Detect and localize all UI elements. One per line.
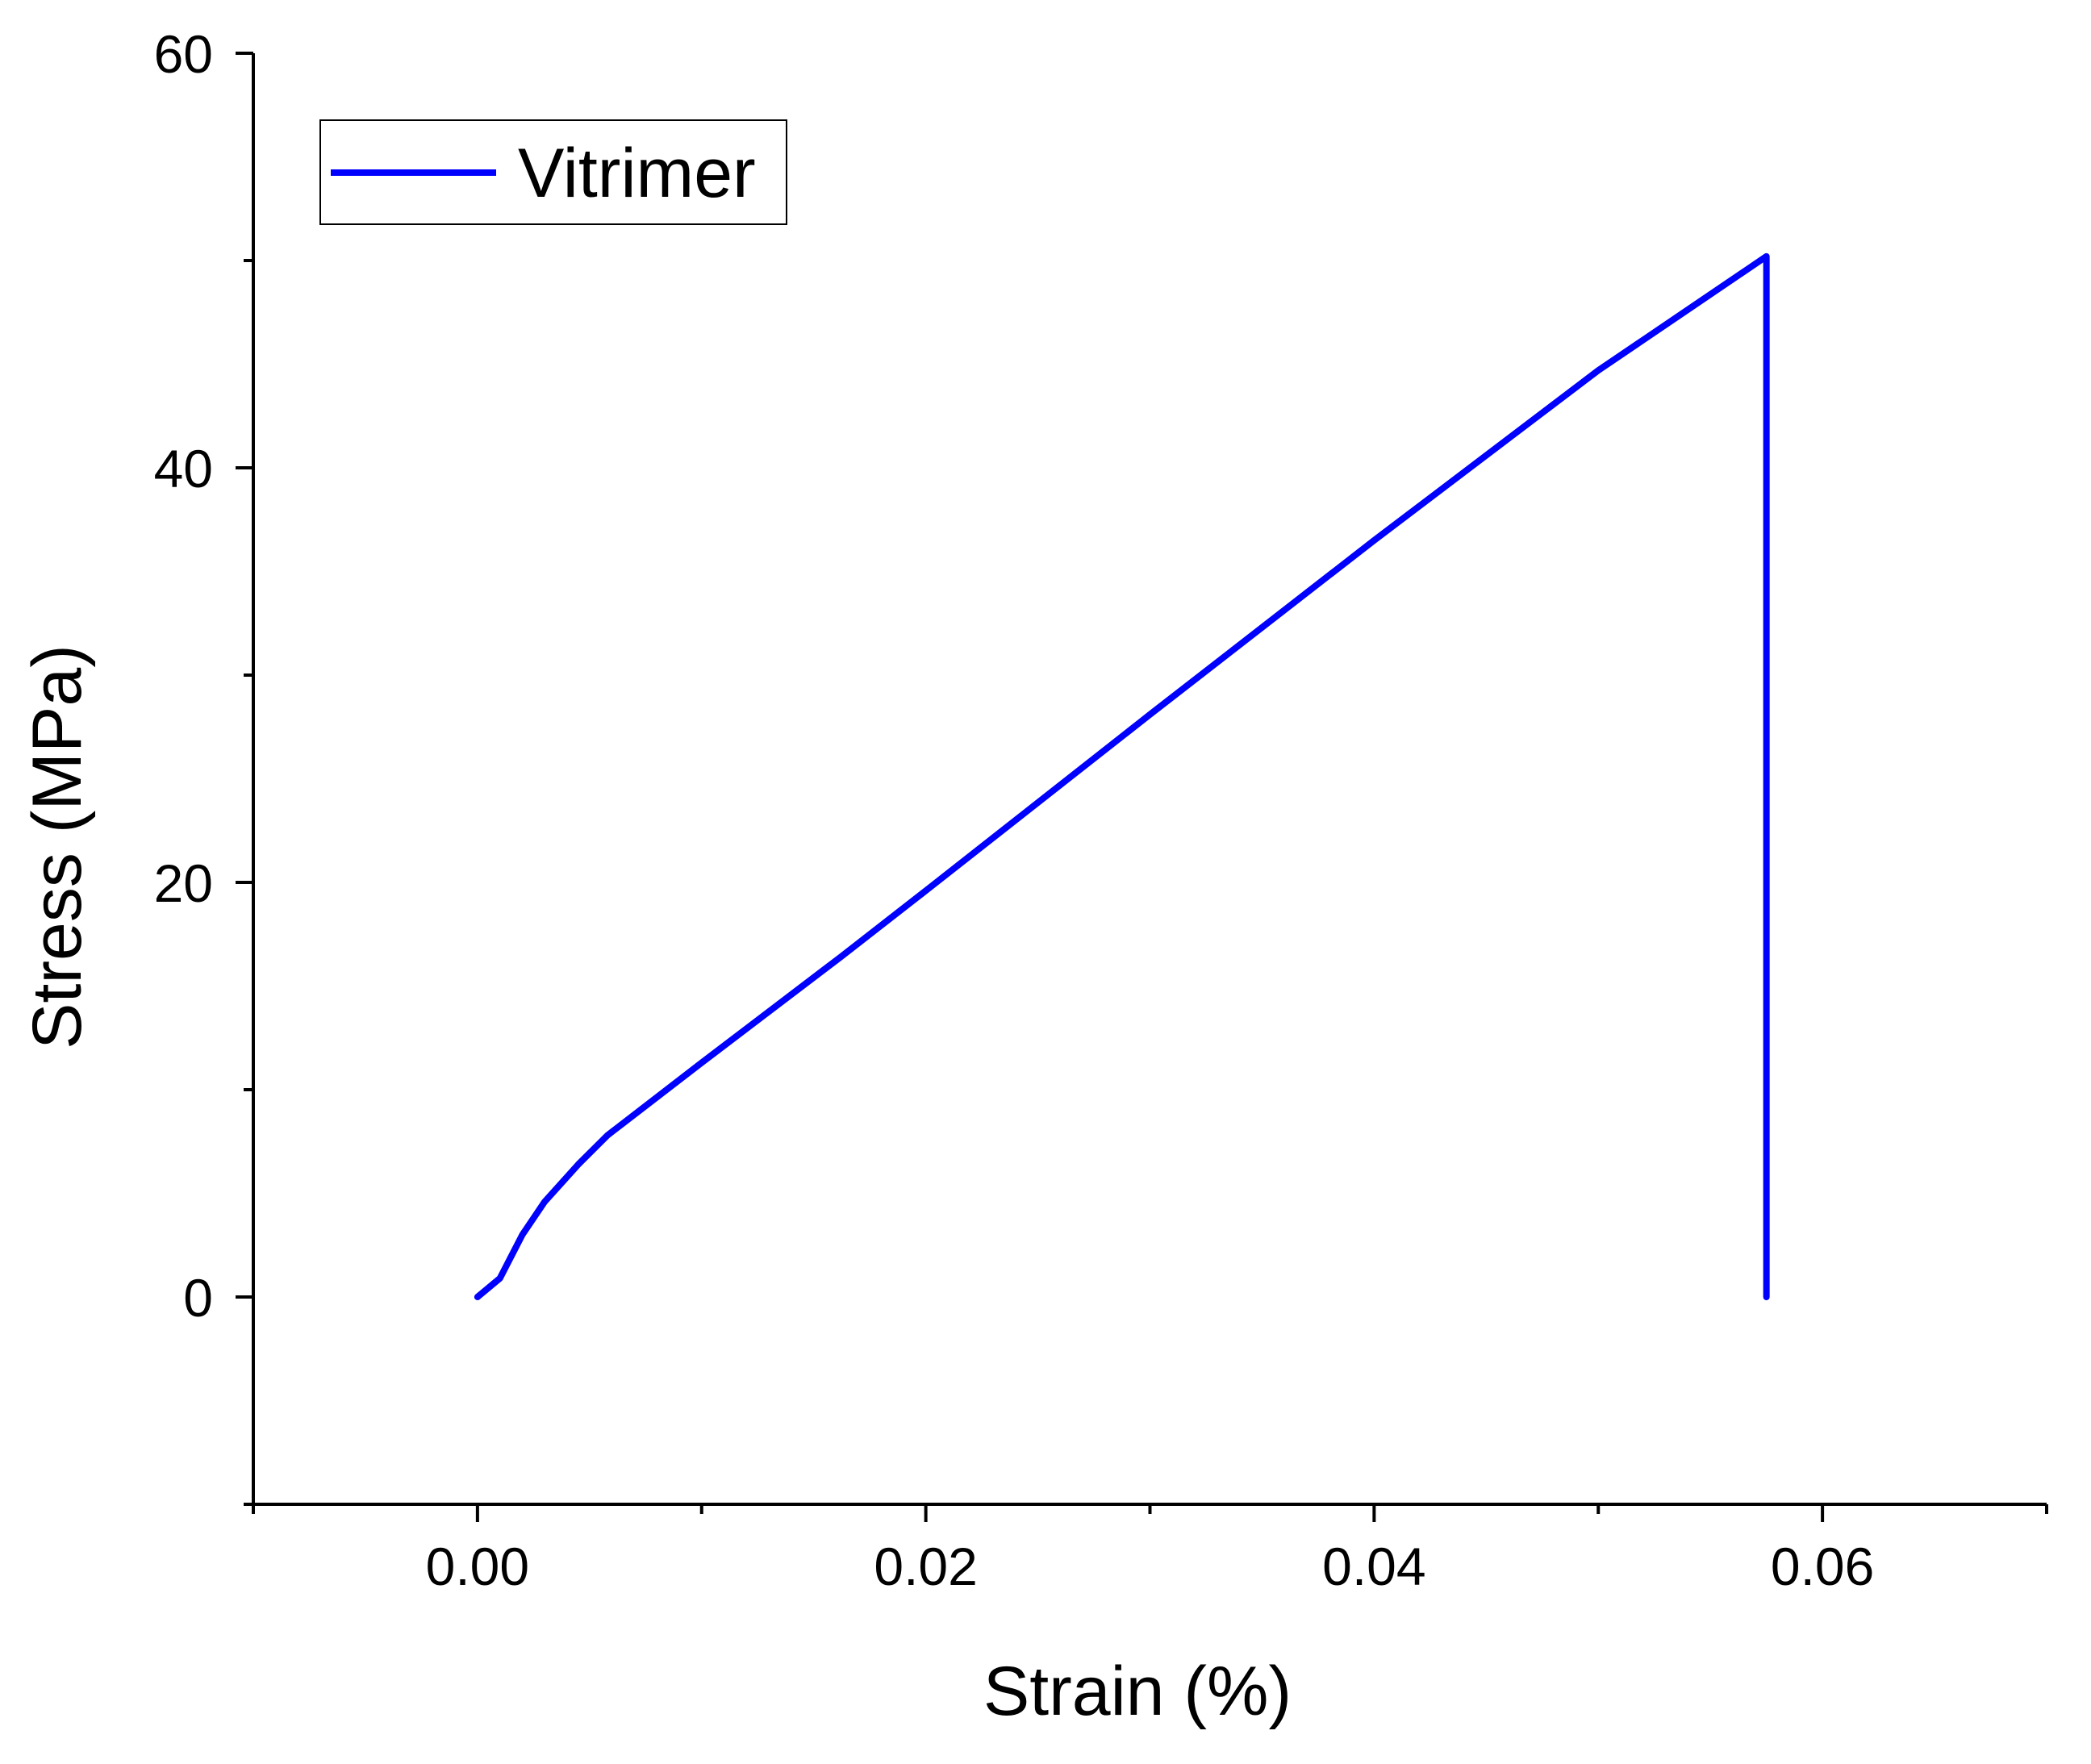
y-tick-label: 60 <box>154 24 213 84</box>
y-tick-label: 0 <box>183 1268 213 1328</box>
x-tick-label: 0.00 <box>426 1537 529 1596</box>
y-tick-label: 40 <box>154 439 213 498</box>
x-tick-label: 0.06 <box>1771 1537 1874 1596</box>
y-axis-label: Stress (MPa) <box>19 644 96 1049</box>
x-tick-label: 0.04 <box>1322 1537 1425 1596</box>
x-axis-label: Strain (%) <box>983 1653 1292 1730</box>
y-tick-label: 20 <box>154 853 213 913</box>
legend-label: Vitrimer <box>518 135 756 212</box>
data-line <box>474 252 1770 1300</box>
x-tick-label: 0.02 <box>874 1537 977 1596</box>
